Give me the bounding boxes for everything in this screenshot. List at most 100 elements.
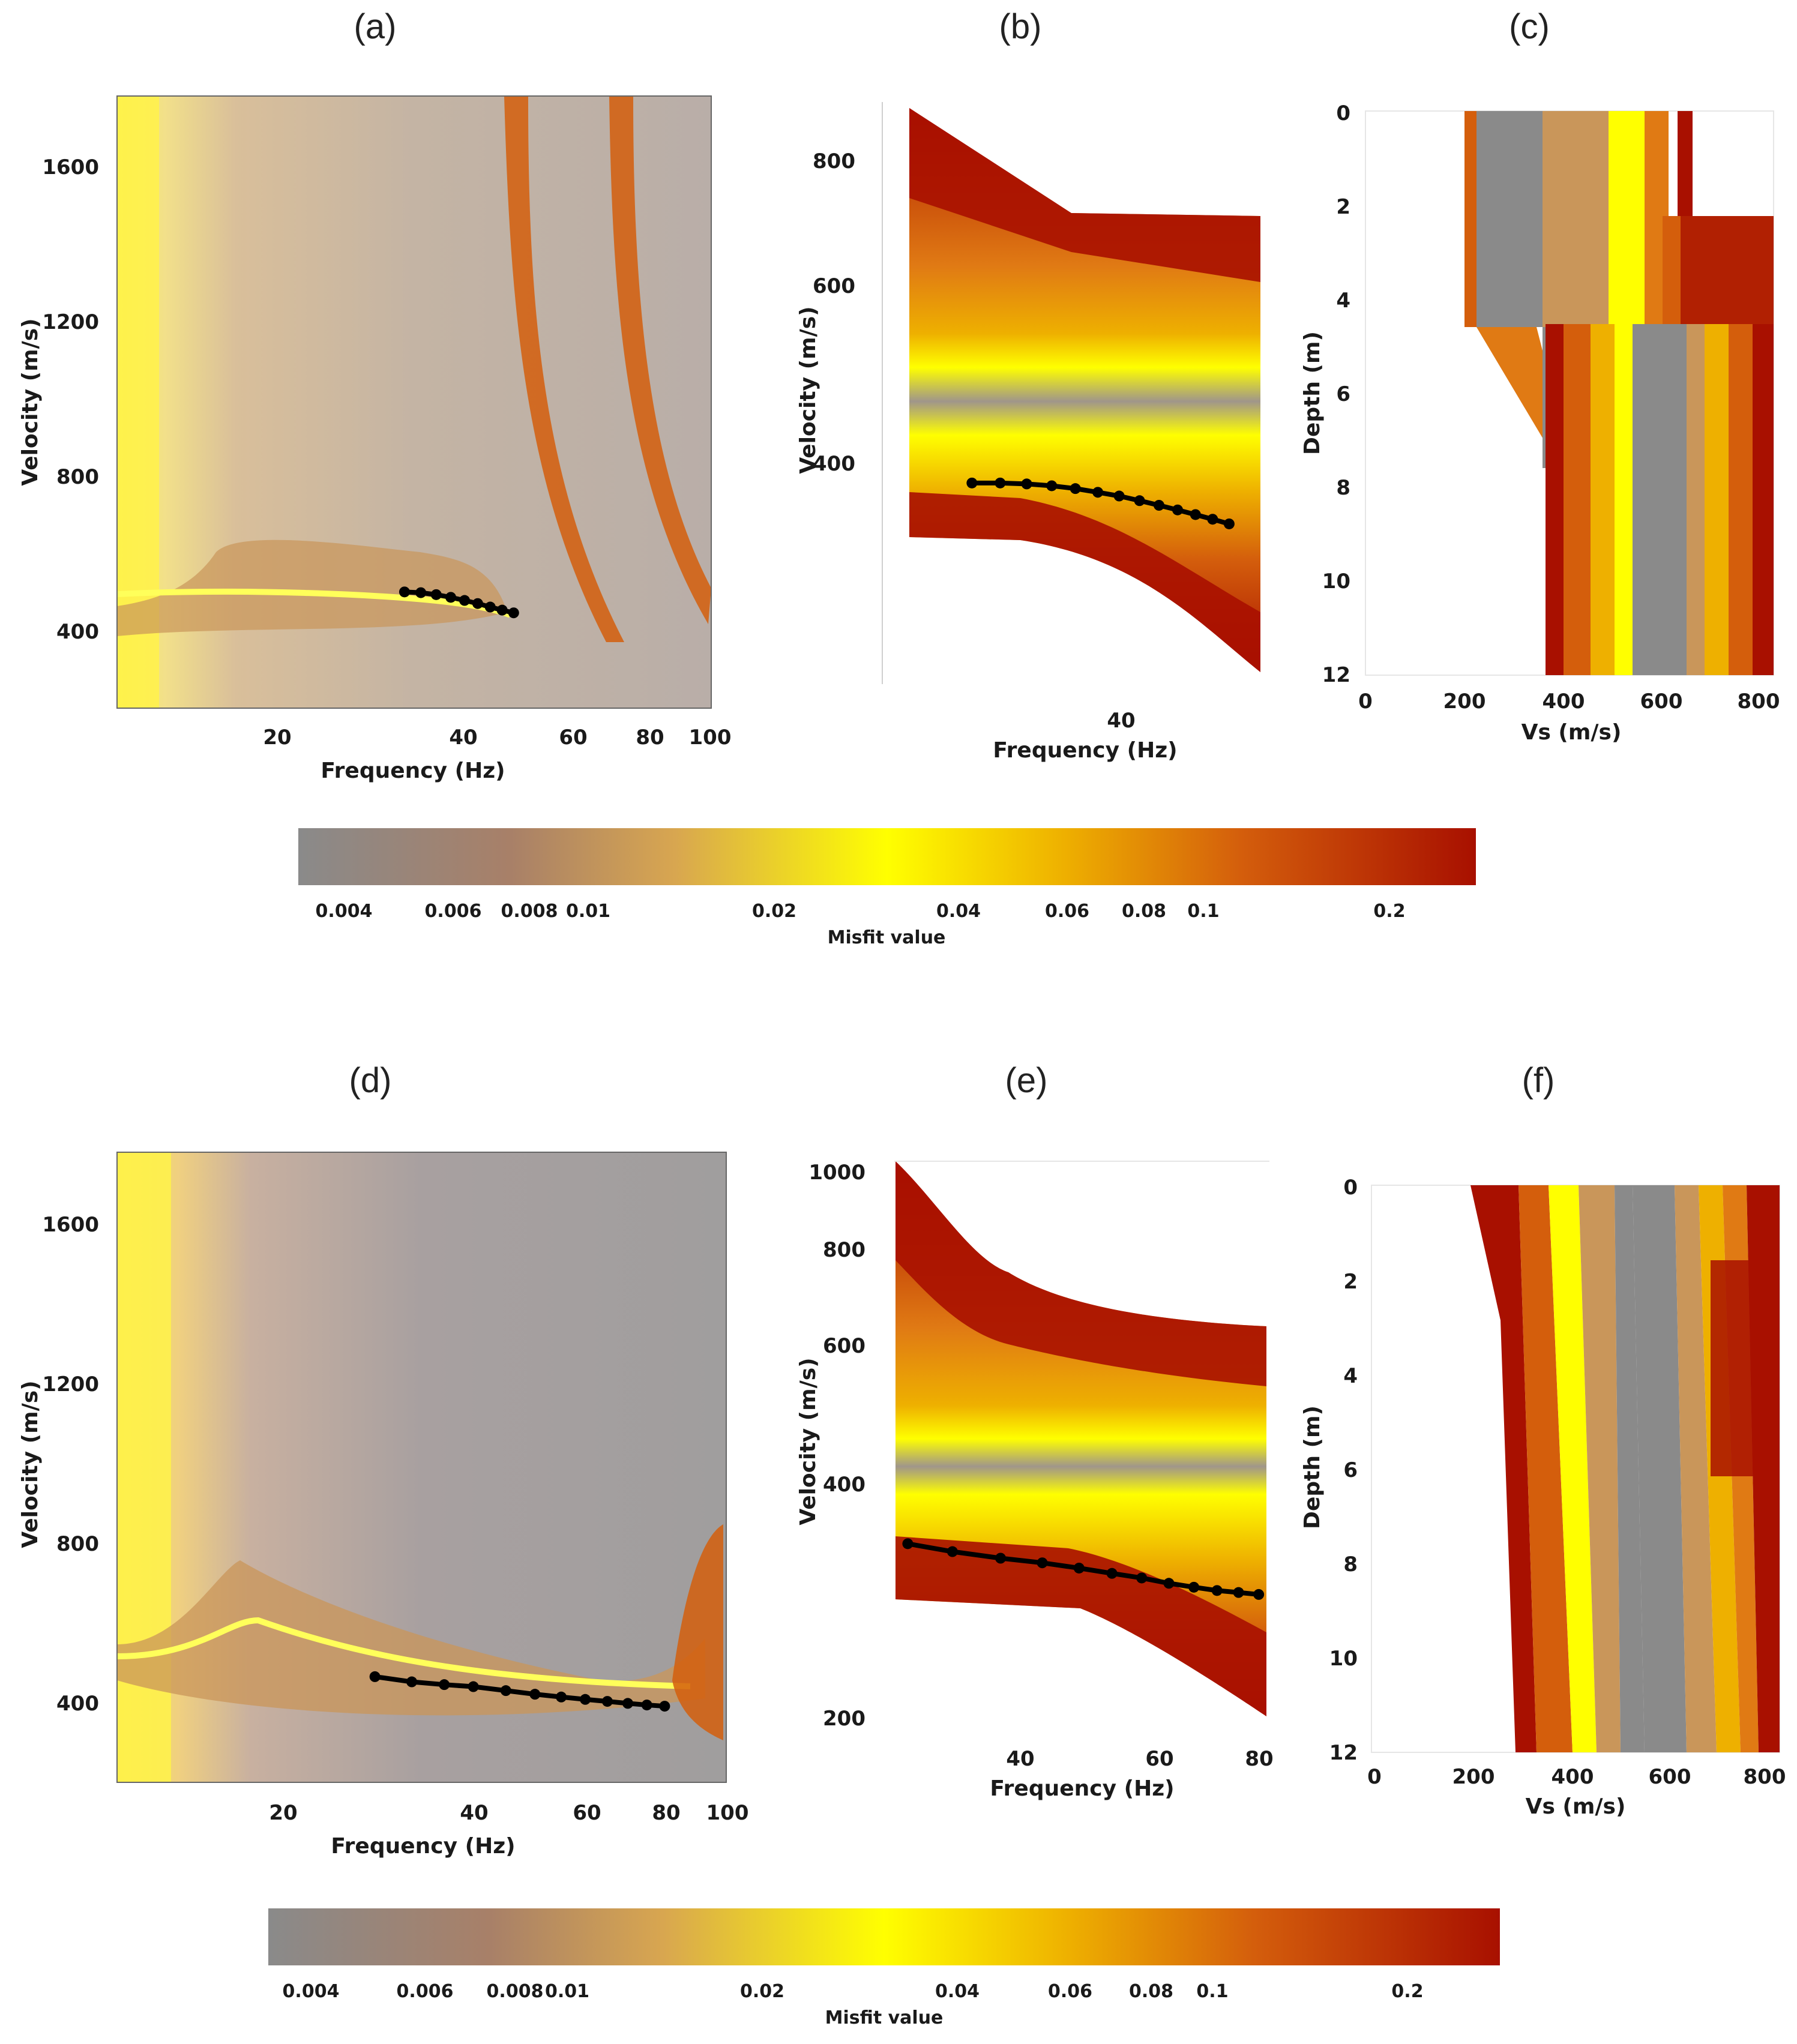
fan-b-high-misfit-bottom <box>909 492 1260 672</box>
picked-curve-point <box>1021 478 1032 490</box>
ytick-a-800: 800 <box>56 465 99 489</box>
cb1-tick-1: 0.006 <box>425 901 482 922</box>
xtick-c-800: 800 <box>1738 690 1780 714</box>
picked-curve-point <box>659 1701 670 1712</box>
xtick-c-400: 400 <box>1543 690 1585 714</box>
xtick-e-40: 40 <box>1006 1747 1034 1771</box>
panel-d: 1600 1200 800 400 20 40 60 80 100 Freque… <box>18 1152 748 1859</box>
cb2-tick-8: 0.1 <box>1196 1981 1228 2002</box>
picked-curve-point <box>1046 480 1058 491</box>
cb2-tick-1: 0.006 <box>397 1981 454 2002</box>
ytick-c-10: 10 <box>1322 570 1350 594</box>
picked-curve-d <box>369 1671 670 1712</box>
panel-label-e: (e) <box>1005 1061 1048 1100</box>
cb1-tick-0: 0.004 <box>316 901 373 922</box>
ytick-a-400: 400 <box>56 620 99 644</box>
xtick-e-80: 80 <box>1245 1747 1273 1771</box>
ytick-d-800: 800 <box>56 1532 99 1556</box>
ytick-c-4: 4 <box>1336 289 1350 313</box>
xlabel-c: Vs (m/s) <box>1522 720 1622 745</box>
cb1-tick-3: 0.01 <box>566 901 610 922</box>
cb2-tick-9: 0.2 <box>1391 1981 1423 2002</box>
cb1-tick-7: 0.08 <box>1122 901 1166 922</box>
heatmap-d-frame <box>116 1152 727 1783</box>
xtick-d-60: 60 <box>573 1801 601 1825</box>
ytick-c-6: 6 <box>1336 382 1350 406</box>
ytick-e-800: 800 <box>823 1238 865 1262</box>
ylabel-d: Velocity (m/s) <box>18 1380 43 1548</box>
colorbar-2: 0.004 0.006 0.008 0.01 0.02 0.04 0.06 0.… <box>268 1908 1500 2028</box>
cb2-tick-6: 0.06 <box>1048 1981 1092 2002</box>
cb1-tick-4: 0.02 <box>752 901 796 922</box>
picked-curve-point <box>1223 518 1235 529</box>
xtick-a-20: 20 <box>263 726 291 750</box>
fan-e-high-misfit-bottom <box>895 1536 1266 1716</box>
picked-curve-point <box>415 587 427 598</box>
picked-curve-point <box>445 592 457 603</box>
cb1-tick-8: 0.1 <box>1187 901 1219 922</box>
ytick-f-4: 4 <box>1343 1364 1358 1388</box>
picked-curve-point <box>459 595 471 606</box>
heatmap-a-frame <box>116 95 712 709</box>
panel-b: 800 600 400 40 Frequency (Hz) Velocity (… <box>796 102 1260 763</box>
panel-label-b: (b) <box>999 7 1042 46</box>
xtick-c-0: 0 <box>1358 690 1373 714</box>
picked-curve-e <box>902 1538 1265 1600</box>
cb2-label: Misfit value <box>825 2007 944 2028</box>
picked-curve-point <box>966 477 978 488</box>
ytick-c-2: 2 <box>1336 195 1350 219</box>
heatmap-a-higher-mode-1 <box>504 96 624 642</box>
picked-curve-point <box>580 1694 591 1705</box>
cb1-tick-5: 0.04 <box>936 901 981 922</box>
picked-curve-point <box>529 1689 541 1700</box>
picked-curve-point <box>1136 1572 1148 1584</box>
xlabel-e: Frequency (Hz) <box>990 1776 1174 1801</box>
xtick-f-400: 400 <box>1552 1765 1594 1789</box>
picked-curve-point <box>399 586 410 598</box>
picked-curve-b <box>966 477 1235 529</box>
picked-curve-point <box>641 1700 652 1711</box>
xtick-f-800: 800 <box>1744 1765 1786 1789</box>
xtick-a-60: 60 <box>559 726 587 750</box>
xlabel-f: Vs (m/s) <box>1526 1794 1626 1819</box>
cb2-tick-4: 0.02 <box>740 1981 784 2002</box>
picked-curve-point <box>947 1546 958 1557</box>
cb2-tick-5: 0.04 <box>935 1981 980 2002</box>
ytick-b-800: 800 <box>813 149 855 173</box>
xtick-d-100: 100 <box>706 1801 749 1825</box>
picked-curve-point <box>496 604 508 616</box>
picked-curve-point <box>1113 490 1125 502</box>
fan-e-high-misfit-top <box>895 1161 1266 1386</box>
picked-curve-point <box>468 1681 479 1692</box>
profile-c-bands <box>1464 111 1774 675</box>
xlabel-a: Frequency (Hz) <box>321 759 505 783</box>
picked-curve-point <box>500 1685 511 1697</box>
picked-curve-point <box>995 477 1006 488</box>
picked-curve-point <box>1070 483 1081 494</box>
xtick-f-600: 600 <box>1649 1765 1691 1789</box>
xtick-d-20: 20 <box>269 1801 297 1825</box>
picked-curve-point <box>1253 1589 1265 1600</box>
cb2-tick-3: 0.01 <box>545 1981 589 2002</box>
panel-a: 1600 1200 800 400 20 40 60 80 100 Freque… <box>18 95 731 783</box>
picked-curve-point <box>1172 504 1184 516</box>
panel-label-f: (f) <box>1522 1061 1555 1100</box>
picked-curve-point <box>902 1538 914 1550</box>
cb1-tick-6: 0.06 <box>1045 901 1089 922</box>
picked-curve-point <box>484 601 496 613</box>
picked-curve-point <box>601 1696 613 1707</box>
colorbar-1: 0.004 0.006 0.008 0.01 0.02 0.04 0.06 0.… <box>298 828 1476 948</box>
heatmap-d-ridge-edge <box>116 1617 691 1689</box>
xtick-e-60: 60 <box>1145 1747 1173 1771</box>
ytick-b-600: 600 <box>813 274 855 298</box>
picked-curve-point <box>1134 495 1145 506</box>
panel-label-d: (d) <box>349 1061 392 1100</box>
ytick-c-0: 0 <box>1336 101 1350 125</box>
picked-curve-point <box>1207 514 1218 525</box>
panel-c: 0 2 4 6 8 10 12 0 200 400 600 800 Vs (m/… <box>1300 101 1780 745</box>
ytick-c-8: 8 <box>1336 476 1350 500</box>
profile-f-bands <box>1470 1185 1780 1752</box>
cb1-tick-2: 0.008 <box>501 901 558 922</box>
cb2-tick-2: 0.008 <box>487 1981 544 2002</box>
